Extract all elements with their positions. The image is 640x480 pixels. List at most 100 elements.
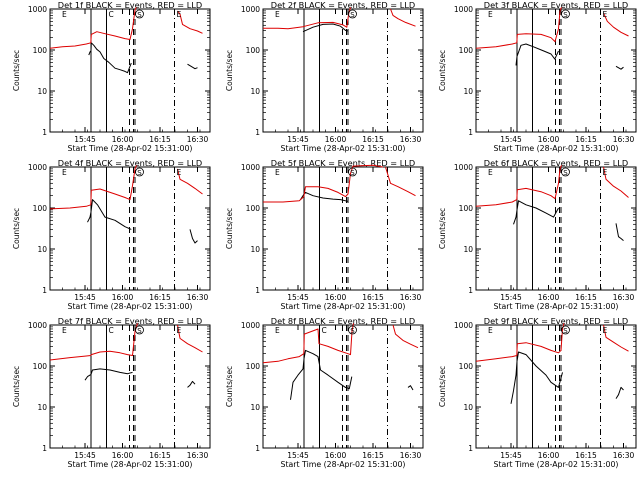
marker-circle [348,325,357,335]
y-tick-label: 100 [33,204,48,213]
detector-panel-3: Det 3f BLACK = Events, RED = LLD 1 10 100 10… [438,0,637,153]
y-tick-label: 1 [468,286,473,295]
x-tick-label: 16:00 [325,293,347,302]
x-tick-label: 16:00 [538,451,560,460]
detector-panel-6: Det 6f BLACK = Events, RED = LLD 1 10 100 10… [438,158,637,311]
x-axis-title: Start Time (28-Apr-02 15:31:00) [281,302,406,311]
x-tick-label: 15:45 [500,293,522,302]
y-tick-label: 100 [459,362,474,371]
marker-label: C [109,10,114,19]
detector-panel-5: Det 5f BLACK = Events, RED = LLD 1 10 100 10… [225,158,424,311]
events-series-line [300,191,349,202]
y-axis-title: Counts/sec [225,50,234,91]
events-series-line [187,63,198,70]
detector-panel-9: Det 9f BLACK = Events, RED = LLD 1 10 100 10… [438,316,637,469]
y-tick-label: 1 [255,444,260,453]
x-tick-label: 16:30 [187,451,209,460]
marker-label: E [603,10,608,19]
x-tick-label: 16:15 [575,451,597,460]
x-tick-label: 15:45 [500,451,522,460]
y-tick-label: 1000 [241,5,260,14]
marker-label: E [177,10,182,19]
panel-title: Det 6f BLACK = Events, RED = LLD [484,158,628,168]
lld-series-line [475,165,562,207]
y-tick-label: 100 [459,46,474,55]
x-tick-label: 16:30 [613,451,635,460]
events-series-line [88,42,132,74]
panel-title: Det 7f BLACK = Events, RED = LLD [58,316,202,326]
y-tick-label: 100 [246,362,261,371]
y-tick-label: 10 [463,403,473,412]
x-tick-label: 16:30 [187,293,209,302]
lld-series-line [603,166,629,198]
marker-label: E [275,10,280,19]
detector-panel-7: Det 7f BLACK = Events, RED = LLD 1 10 100 10… [12,316,211,469]
y-tick-label: 1000 [454,321,473,330]
x-axis-title: Start Time (28-Apr-02 15:31:00) [68,144,193,153]
x-tick-label: 16:15 [149,135,171,144]
y-tick-label: 10 [250,87,260,96]
y-tick-label: 100 [246,204,261,213]
marker-label: E [488,326,493,335]
x-axis-title: Start Time (28-Apr-02 15:31:00) [281,460,406,469]
x-tick-label: 16:00 [112,451,134,460]
y-tick-label: 1 [42,286,47,295]
x-tick-label: 15:45 [287,135,309,144]
panel-title: Det 3f BLACK = Events, RED = LLD [484,0,628,10]
events-series-line [302,23,348,33]
y-tick-label: 10 [463,245,473,254]
x-axis-title: Start Time (28-Apr-02 15:31:00) [281,144,406,153]
events-series-line [189,229,198,244]
marker-label: S [137,327,142,335]
marker-label: E [62,168,67,177]
events-series-line [187,380,196,388]
x-tick-label: 15:45 [74,451,96,460]
lld-series-line [475,7,562,49]
x-tick-label: 16:15 [575,293,597,302]
y-tick-label: 1000 [28,321,47,330]
y-tick-label: 10 [250,403,260,412]
x-tick-label: 16:00 [538,293,560,302]
marker-label: S [137,169,142,177]
y-axis-title: Counts/sec [225,208,234,249]
lld-series-line [177,324,203,353]
marker-label: E [177,168,182,177]
events-series-line [615,65,624,70]
y-tick-label: 1 [42,444,47,453]
events-series-line [615,223,624,241]
x-tick-label: 16:00 [112,135,134,144]
y-axis-title: Counts/sec [438,208,447,249]
lld-series-line [263,164,384,203]
detector-panel-8: Det 8f BLACK = Events, RED = LLD 1 10 100 10… [225,316,424,469]
x-tick-label: 15:45 [500,135,522,144]
marker-label: S [563,11,568,19]
y-axis-title: Counts/sec [438,366,447,407]
panel-title: Det 2f BLACK = Events, RED = LLD [271,0,415,10]
marker-label: S [563,327,568,335]
y-tick-label: 1000 [454,163,473,172]
detector-panel-2: Det 2f BLACK = Events, RED = LLD 1 10 100 10… [225,0,424,153]
y-tick-label: 10 [250,245,260,254]
lld-series-line [263,7,351,30]
x-axis-title: Start Time (28-Apr-02 15:31:00) [494,460,619,469]
events-series-line [290,349,353,400]
x-tick-label: 16:00 [112,293,134,302]
panel-title: Det 4f BLACK = Events, RED = LLD [58,158,202,168]
events-series-line [87,199,132,230]
x-tick-label: 16:30 [400,293,422,302]
x-tick-label: 16:15 [149,293,171,302]
y-tick-label: 10 [37,87,47,96]
marker-label: E [275,326,280,335]
lld-series-line [49,165,137,210]
marker-label: E [62,10,67,19]
lld-series-line [49,7,137,49]
x-tick-label: 16:15 [149,451,171,460]
events-series-line [513,200,559,225]
marker-label: S [137,11,142,19]
x-axis-title: Start Time (28-Apr-02 15:31:00) [68,460,193,469]
marker-label: E [488,168,493,177]
marker-circle [135,325,144,335]
y-axis-title: Counts/sec [12,50,21,91]
x-tick-label: 15:45 [74,135,96,144]
marker-label: E [603,326,608,335]
